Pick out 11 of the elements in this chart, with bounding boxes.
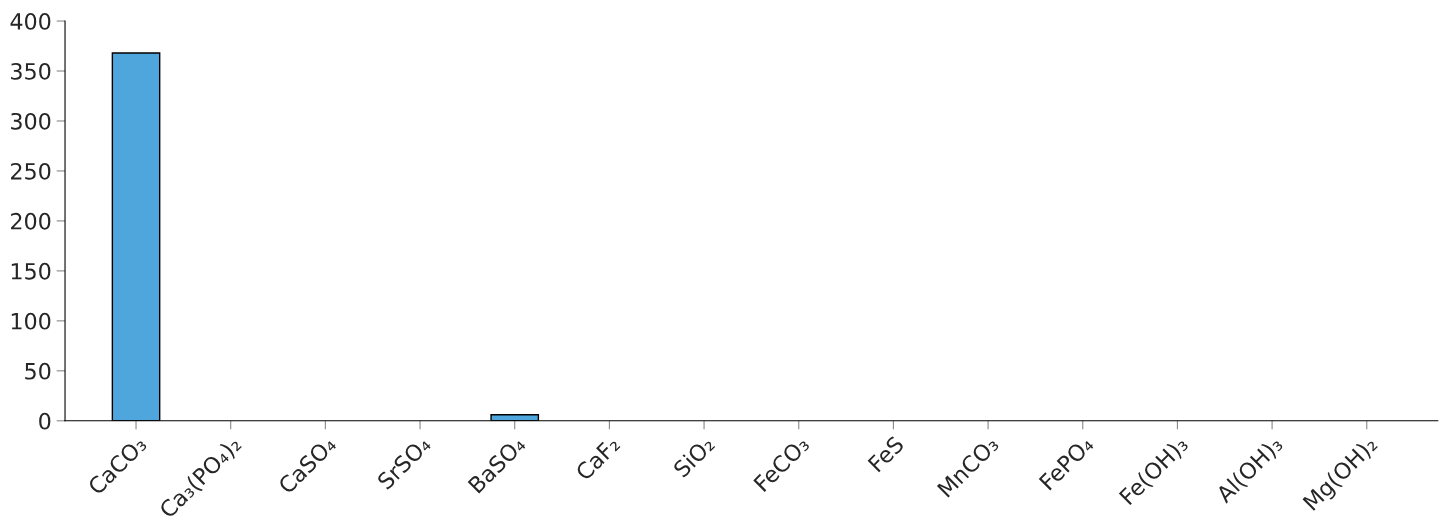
y-tick-label: 100 <box>11 312 51 330</box>
y-tick-label: 350 <box>11 62 51 80</box>
x-tick-label: SiO₂ <box>672 434 716 479</box>
y-tick-label: 300 <box>11 112 51 130</box>
x-tick-label: FeS <box>867 435 905 473</box>
y-tick-label: 0 <box>39 412 51 430</box>
y-tick-label: 150 <box>11 262 51 280</box>
y-tick-label: 250 <box>11 162 51 180</box>
y-tick-label: 50 <box>25 362 51 380</box>
y-tick-label: 400 <box>10 12 51 30</box>
y-tick-label: 200 <box>11 212 51 230</box>
